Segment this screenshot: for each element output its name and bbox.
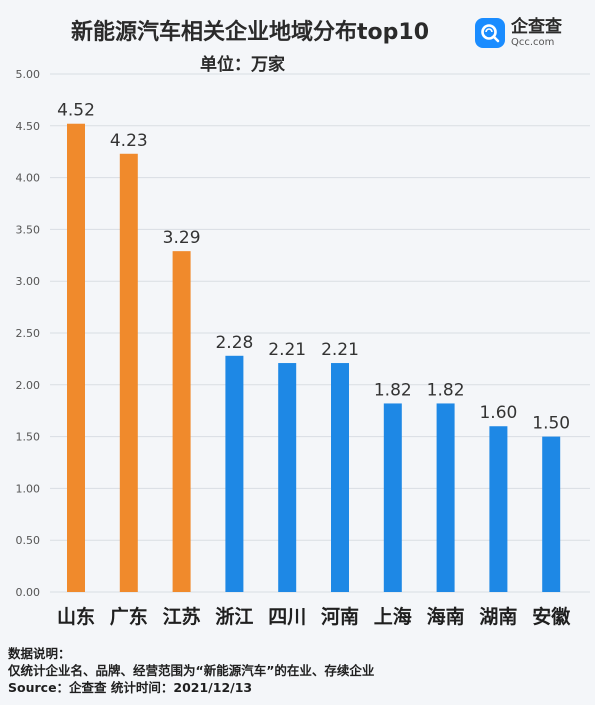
y-tick-label: 4.50 (16, 120, 41, 133)
y-tick-label: 0.00 (16, 586, 41, 599)
x-tick-label: 上海 (374, 605, 412, 628)
x-tick-label: 广东 (110, 605, 148, 628)
footer-source: Source：企查查 统计时间：2021/12/13 (8, 680, 253, 695)
y-tick-label: 4.00 (16, 172, 41, 185)
chart-title: 新能源汽车相关企业地域分布top10 (71, 20, 429, 45)
data-label: 1.60 (479, 403, 517, 423)
y-tick-label: 1.50 (16, 431, 41, 444)
bar (542, 436, 561, 592)
data-label: 2.21 (321, 340, 359, 360)
bar (278, 363, 297, 592)
y-tick-label: 2.00 (16, 379, 41, 392)
bar (331, 363, 349, 592)
bar (489, 426, 508, 592)
bar (225, 355, 244, 592)
bar (172, 251, 191, 592)
y-tick-label: 3.50 (16, 223, 41, 236)
data-label: 2.28 (215, 333, 253, 353)
data-label: 2.21 (268, 340, 306, 360)
x-tick-label: 湖南 (479, 606, 517, 628)
x-tick-label: 江苏 (163, 605, 201, 628)
data-label: 4.23 (110, 131, 148, 151)
footer-heading: 数据说明： (8, 646, 71, 661)
unit-label: 单位：万家 (200, 55, 285, 75)
data-label: 4.52 (57, 101, 95, 121)
y-tick-label: 2.50 (16, 327, 41, 340)
y-tick-label: 0.50 (16, 534, 41, 547)
x-tick-label: 四川 (268, 606, 306, 628)
bar-chart: 0.00 0.50 1.00 1.50 2.00 2.50 3.00 3.50 4.00 4.50… (16, 68, 590, 628)
bar (383, 403, 402, 592)
data-label: 1.50 (532, 414, 570, 434)
x-tick-label: 河南 (321, 606, 359, 628)
y-tick-label: 3.00 (16, 275, 41, 288)
y-tick-label: 5.00 (16, 68, 41, 81)
brand-logo: 企查查 Qcc.com (475, 18, 562, 48)
footer-description: 仅统计企业名、品牌、经营范围为“新能源汽车”的在业、存续企业 (8, 663, 375, 678)
data-label: 3.29 (163, 228, 201, 248)
data-label: 1.82 (427, 380, 465, 400)
x-tick-label: 浙江 (215, 605, 253, 628)
bar (436, 403, 455, 592)
data-label: 1.82 (374, 380, 412, 400)
bar (119, 153, 138, 592)
x-tick-label: 山东 (57, 605, 95, 628)
x-tick-label: 海南 (427, 605, 465, 628)
brand-name: 企查查 (511, 16, 562, 37)
x-tick-label: 安徽 (532, 605, 571, 628)
bar (67, 123, 85, 592)
y-tick-label: 1.00 (16, 482, 41, 495)
brand-domain: Qcc.com (511, 36, 555, 48)
footer-notes: 数据说明： 仅统计企业名、品牌、经营范围为“新能源汽车”的在业、存续企业 Sou… (8, 645, 374, 696)
qcc-logo-icon (475, 18, 505, 48)
